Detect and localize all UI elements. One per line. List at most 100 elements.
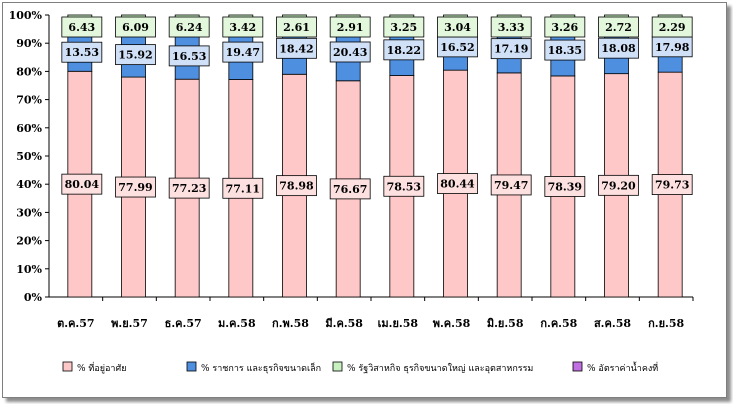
data-label: 3.42	[229, 21, 256, 34]
data-label-box	[222, 16, 264, 38]
data-label-box	[115, 44, 156, 66]
data-label-box	[61, 41, 103, 63]
data-label: 3.25	[390, 21, 417, 34]
data-label: 78.53	[387, 180, 421, 193]
data-label-box	[115, 176, 156, 198]
data-label: 79.47	[494, 179, 528, 192]
data-label-box	[598, 174, 639, 196]
data-label: 79.73	[655, 179, 689, 192]
data-label: 18.08	[601, 42, 636, 55]
legend-swatch-2	[186, 361, 197, 372]
data-label: 18.42	[279, 42, 313, 55]
data-label: 6.09	[122, 21, 149, 34]
data-label: 13.53	[65, 46, 99, 59]
data-label-box	[490, 38, 532, 60]
data-label: 2.61	[283, 21, 310, 34]
data-label: 80.44	[440, 178, 475, 191]
data-label-box	[168, 177, 210, 199]
data-label-box	[651, 174, 693, 195]
data-label: 19.47	[226, 46, 260, 59]
x-category-label: พ.ค.58	[433, 317, 471, 330]
data-label-box	[383, 39, 425, 61]
data-label-box	[598, 37, 639, 59]
data-label: 17.98	[655, 41, 690, 54]
data-label-box	[383, 175, 425, 197]
x-category-label: พ.ย.57	[111, 317, 148, 330]
y-tick-label: 70%	[16, 94, 42, 107]
x-category-label: ก.ย.58	[648, 317, 684, 330]
data-label: 3.04	[444, 21, 471, 34]
legend-label-1: % ที่อยู่อาศัย	[77, 361, 126, 374]
data-label-box	[115, 16, 156, 38]
data-label-box	[222, 177, 264, 199]
data-label-box	[61, 16, 103, 38]
x-category-label: ก.ค.58	[540, 317, 577, 330]
y-tick-label: 10%	[16, 263, 42, 276]
legend-swatch-4	[572, 361, 583, 372]
data-label-box	[651, 16, 693, 38]
data-label-box	[329, 41, 371, 63]
y-tick-label: 50%	[16, 150, 42, 163]
data-label-box	[276, 16, 317, 38]
legend-swatch-1	[62, 361, 73, 372]
data-label: 3.26	[551, 21, 578, 34]
data-label: 2.29	[659, 21, 686, 34]
data-label: 78.98	[279, 180, 314, 193]
data-label: 3.33	[498, 21, 525, 34]
data-label: 79.20	[601, 179, 636, 192]
data-label-box	[598, 16, 639, 38]
stacked-bar-chart: 0% 10% 20% 30% 40% 50% 60% 70% 80% 90% 100% 80.04 13…	[9, 9, 694, 374]
data-label: 80.04	[65, 178, 100, 191]
data-label: 6.43	[68, 21, 95, 34]
data-label-box	[168, 16, 210, 38]
y-tick-label: 80%	[16, 65, 42, 78]
data-label: 17.19	[494, 43, 528, 56]
x-category-label: เม.ย.58	[378, 317, 419, 330]
y-tick-label: 60%	[16, 122, 42, 135]
data-label: 78.39	[548, 180, 582, 193]
data-label-box	[544, 16, 586, 38]
data-label-box	[544, 39, 586, 61]
data-label: 77.23	[172, 182, 206, 195]
x-category-label: ต.ค.57	[57, 317, 94, 330]
chart-frame: 0% 10% 20% 30% 40% 50% 60% 70% 80% 90% 100% 80.04 13…	[2, 2, 727, 398]
data-label: 18.35	[548, 44, 582, 57]
data-label: 2.91	[337, 21, 364, 34]
data-label-box	[222, 41, 264, 63]
data-label-box	[437, 16, 478, 38]
y-tick-label: 0%	[24, 291, 43, 304]
y-tick-label: 90%	[16, 37, 42, 50]
data-label-box	[168, 45, 210, 67]
data-label: 20.43	[333, 46, 367, 59]
x-category-label: ธ.ค.57	[165, 317, 202, 330]
y-tick-label: 20%	[16, 235, 42, 248]
data-label-box	[61, 173, 103, 195]
legend-label-4: % อัตราค่าน้ำคงที่	[587, 361, 658, 374]
data-label: 6.24	[176, 21, 203, 34]
x-category-label: ม.ค.58	[218, 317, 256, 330]
data-label-box	[490, 174, 532, 196]
data-label: 2.72	[605, 21, 632, 34]
data-label: 16.53	[172, 50, 206, 63]
y-tick-label: 30%	[16, 206, 42, 219]
x-category-label: ก.พ.58	[272, 317, 309, 330]
data-label: 77.99	[118, 181, 152, 194]
data-label-box	[276, 37, 317, 59]
data-label-box	[490, 16, 532, 38]
data-label: 76.67	[333, 183, 367, 196]
data-label-box	[329, 178, 371, 200]
data-label: 15.92	[118, 49, 152, 62]
data-label: 18.22	[387, 44, 421, 57]
legend-label-3: % รัฐวิสาหกิจ ธุรกิจขนาดใหญ่ และอุตสาหกร…	[347, 363, 533, 374]
y-tick-label: 40%	[16, 178, 42, 191]
x-category-label: มิ.ย.58	[487, 317, 524, 330]
data-label-box	[544, 176, 586, 197]
data-label: 77.11	[226, 182, 260, 195]
data-label-box	[383, 16, 425, 38]
data-label: 16.52	[440, 41, 474, 54]
legend-swatch-3	[332, 361, 343, 372]
x-category-label: มี.ค.58	[325, 317, 363, 330]
data-label-box	[329, 16, 371, 38]
data-label-box	[276, 175, 317, 197]
data-label-box	[437, 173, 478, 194]
